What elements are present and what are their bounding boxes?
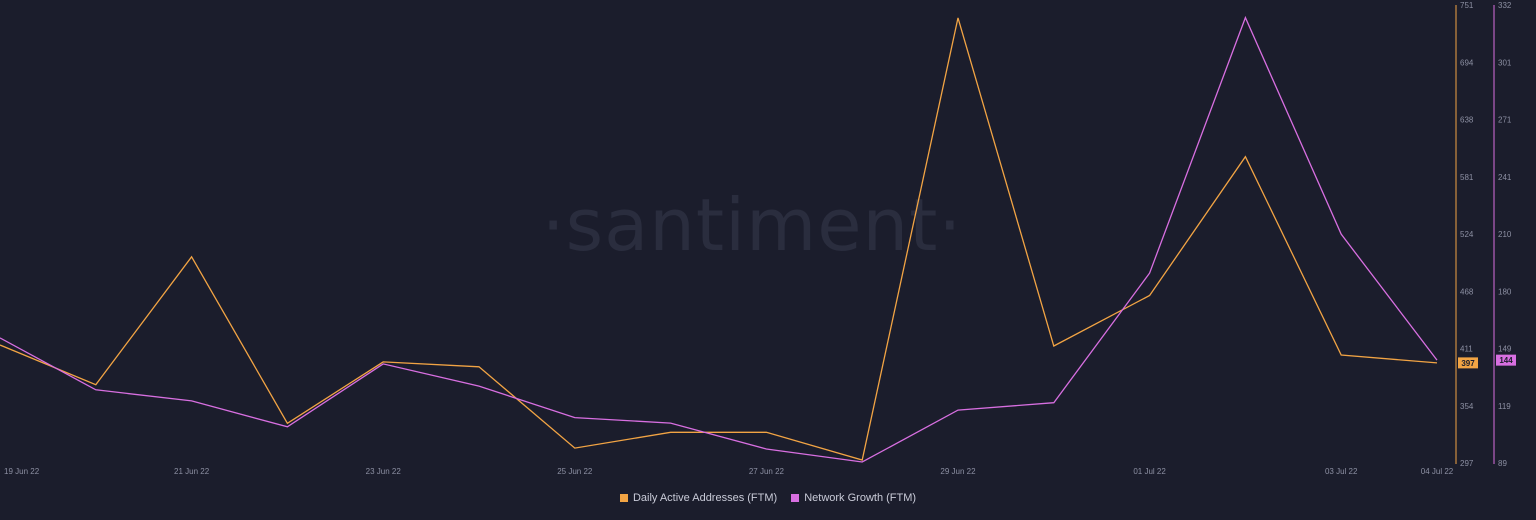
y-axis-left-tick-label: 524 (1460, 230, 1474, 239)
y-axis-right-tick-label: 119 (1498, 402, 1511, 411)
last-value-badge-network-growth: 144 (1496, 354, 1516, 366)
y-axis-left-tick-label: 354 (1460, 402, 1474, 411)
y-axis-left-tick-label: 638 (1460, 116, 1474, 125)
y-axis-left-tick-label: 297 (1460, 459, 1474, 468)
y-axis-left-tick-label: 751 (1460, 1, 1474, 10)
data-point-daily-active-addresses[interactable] (1243, 155, 1247, 159)
series-line-daily-active-addresses[interactable] (0, 17, 1438, 461)
legend-swatch-network-growth (791, 494, 800, 502)
legend-item-network-growth[interactable]: Network Growth (FTM) (791, 492, 916, 504)
y-axis-right-tick-label: 89 (1498, 459, 1507, 468)
last-value-badge-daily-active-addresses: 397 (1458, 357, 1478, 369)
y-axis-left-tick-label: 581 (1460, 173, 1474, 182)
legend-swatch-daily-active-addresses (619, 494, 628, 502)
data-point-daily-active-addresses[interactable] (285, 421, 289, 425)
data-point-daily-active-addresses[interactable] (477, 365, 481, 369)
x-axis-tick-label: 25 Jun 22 (557, 467, 593, 476)
y-axis-right-tick-label: 149 (1498, 345, 1512, 354)
x-axis-tick-label: 01 Jul 22 (1133, 467, 1166, 476)
series-layer (0, 15, 1439, 464)
data-point-network-growth[interactable] (285, 425, 289, 429)
x-axis-tick-label: 23 Jun 22 (366, 467, 402, 476)
y-axis-left-tick-label: 694 (1460, 58, 1474, 67)
badge-value: 397 (1461, 359, 1475, 368)
data-point-network-growth[interactable] (764, 447, 768, 451)
data-point-daily-active-addresses[interactable] (573, 446, 577, 450)
data-point-network-growth[interactable] (94, 388, 98, 392)
data-point-network-growth[interactable] (1339, 232, 1343, 236)
data-point-network-growth[interactable] (860, 460, 864, 464)
y-axis-right-tick-label: 180 (1498, 287, 1512, 296)
data-point-network-growth[interactable] (956, 408, 960, 412)
data-point-network-growth[interactable] (190, 399, 194, 403)
axis-layer: 751 694 638 581 524 468 411 354 297 332 301 271 241 2… (4, 1, 1516, 476)
series-line-network-growth[interactable] (0, 15, 1438, 463)
data-point-network-growth[interactable] (573, 416, 577, 420)
y-axis-right-tick-label: 241 (1498, 173, 1512, 182)
badge-value: 144 (1499, 356, 1513, 365)
data-point-network-growth[interactable] (381, 362, 385, 366)
data-point-network-growth[interactable] (477, 384, 481, 388)
data-point-daily-active-addresses[interactable] (1148, 294, 1152, 298)
data-point-daily-active-addresses[interactable] (94, 383, 98, 387)
y-axis-right-tick-label: 210 (1498, 230, 1512, 239)
data-point-daily-active-addresses[interactable] (1339, 353, 1343, 357)
data-point-network-growth[interactable] (1243, 16, 1247, 20)
legend-label-daily-active-addresses: Daily Active Addresses (FTM) (632, 492, 778, 504)
y-axis-right-tick-label: 301 (1498, 58, 1512, 67)
data-point-network-growth[interactable] (669, 421, 673, 425)
y-axis-right-tick-label: 271 (1498, 116, 1512, 125)
x-axis-tick-label: 29 Jun 22 (940, 467, 976, 476)
data-point-daily-active-addresses[interactable] (956, 16, 960, 20)
y-axis-right-tick-label: 332 (1498, 1, 1512, 10)
x-axis-tick-label: 19 Jun 22 (4, 467, 40, 476)
badge-background (1496, 354, 1516, 366)
x-axis-tick-label: 21 Jun 22 (174, 467, 210, 476)
data-point-network-growth[interactable] (1435, 358, 1439, 362)
badge-background (1458, 357, 1478, 369)
data-point-daily-active-addresses[interactable] (764, 430, 768, 434)
x-axis-tick-label: 27 Jun 22 (749, 467, 785, 476)
chart-legend: Daily Active Addresses (FTM) Network Gro… (0, 492, 1536, 504)
data-point-daily-active-addresses[interactable] (1052, 344, 1056, 348)
santiment-watermark: ·santiment· (542, 183, 963, 267)
y-axis-left-tick-label: 468 (1460, 287, 1474, 296)
x-axis-tick-label: 03 Jul 22 (1325, 467, 1358, 476)
data-point-network-growth[interactable] (1148, 271, 1152, 275)
legend-item-daily-active-addresses[interactable]: Daily Active Addresses (FTM) (619, 492, 778, 504)
data-point-daily-active-addresses[interactable] (669, 430, 673, 434)
data-point-daily-active-addresses[interactable] (190, 255, 194, 259)
data-point-network-growth[interactable] (1052, 401, 1056, 405)
x-axis-tick-label: 04 Jul 22 (1421, 467, 1454, 476)
y-axis-left-tick-label: 411 (1460, 345, 1473, 354)
legend-label-network-growth: Network Growth (FTM) (804, 492, 917, 504)
